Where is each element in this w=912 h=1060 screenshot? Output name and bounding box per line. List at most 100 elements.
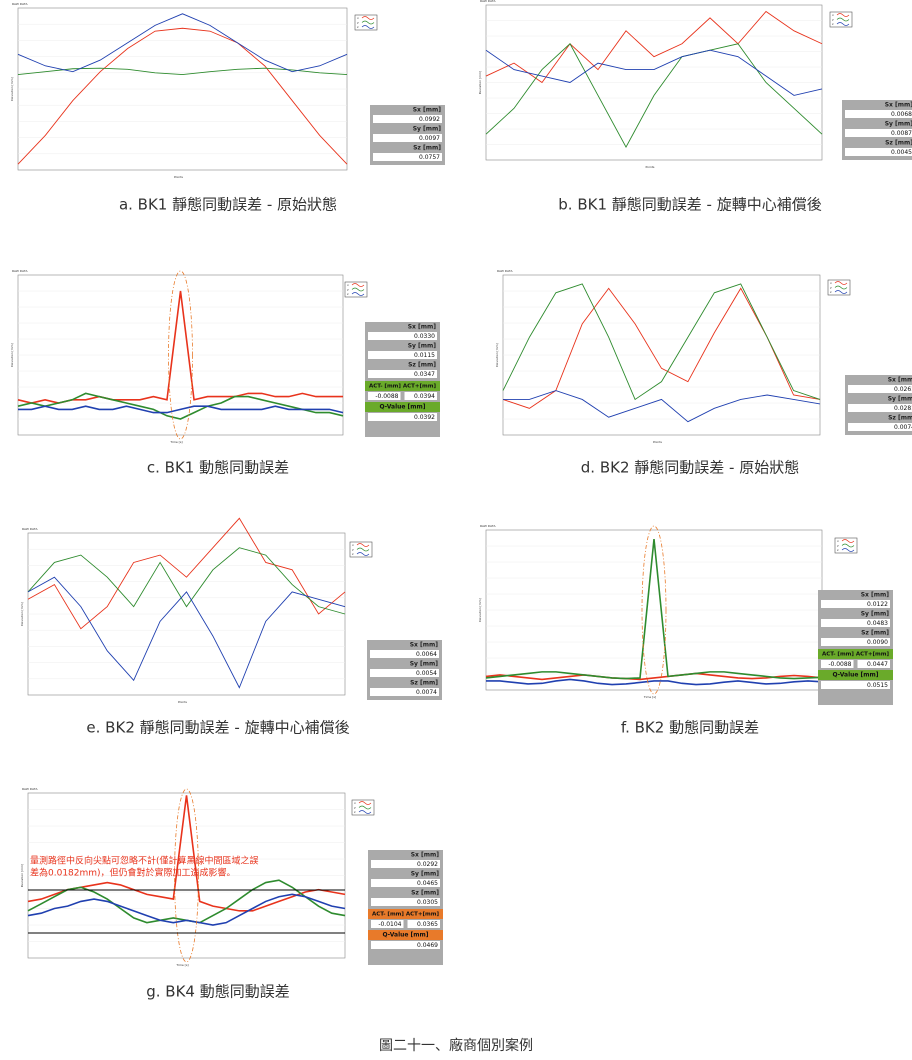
stat-value-box (370, 669, 439, 677)
stat-value-box (845, 110, 912, 118)
legend-swatch (836, 13, 850, 17)
series-line (485, 10, 823, 84)
stat-value: 0.0330 (414, 333, 435, 340)
stat-value: 0.0281 (894, 405, 912, 412)
x-axis-title: Time [s] (175, 963, 188, 967)
series-line (17, 27, 348, 165)
stat-value: 0.0122 (867, 601, 888, 608)
series-line (17, 392, 344, 420)
stat-label: Sy [mm] (861, 611, 890, 618)
q-value: 0.0515 (867, 682, 888, 689)
legend-swatch (356, 543, 370, 547)
legend-swatch (356, 547, 370, 552)
series-line (485, 538, 823, 680)
highlight-ellipse (168, 270, 193, 440)
stat-value-box (848, 385, 912, 393)
legend-box (344, 281, 368, 298)
stat-label: Sy [mm] (413, 126, 442, 133)
y-axis-title: Deviation [mm] (10, 77, 14, 101)
legend-swatch (841, 539, 855, 543)
stat-value-box (368, 332, 437, 340)
stat-value: 0.0068 (891, 111, 912, 118)
stat-label: Sx [mm] (411, 852, 440, 859)
legend-swatch (351, 292, 365, 296)
raw-title: RAW DATA (480, 0, 496, 3)
stat-label: Sy [mm] (411, 871, 440, 878)
stat-value: 0.0992 (419, 116, 440, 123)
panel: RAW DATA Deviation [mm] Points xyz Sx [mm] 0.… (478, 0, 912, 214)
raw-title: RAW DATA (497, 269, 513, 273)
act-header (365, 381, 440, 391)
q-value-box (368, 413, 437, 421)
stat-value-box (371, 898, 440, 906)
legend-label: z (832, 22, 834, 26)
series-line (27, 893, 346, 926)
legend-swatch (361, 25, 375, 29)
legend-swatch (834, 285, 848, 290)
figure-caption: 圖二十一、廠商個別案例 (379, 1037, 533, 1054)
panel-caption: b. BK1 靜態同動誤差 - 旋轉中心補償後 (558, 196, 821, 214)
legend-label: x (357, 16, 359, 20)
panel-caption: a. BK1 靜態同動誤差 - 原始狀態 (119, 196, 337, 214)
legend-label: x (832, 13, 834, 17)
panel: RAW DATA Deviation [mm] Time [s] 量測路徑中反向尖點可… (20, 787, 443, 1001)
legend-swatch (834, 281, 848, 285)
stat-value-box (821, 619, 890, 627)
legend-swatch (361, 16, 375, 20)
legend-label: z (347, 292, 349, 296)
stat-label: Sy [mm] (408, 343, 437, 350)
act-minus: -0.0088 (375, 393, 398, 400)
legend-box (834, 537, 858, 554)
stat-value: 0.0261 (894, 386, 912, 393)
act-plus-box (857, 660, 890, 668)
panel: RAW DATA Deviation [mm] Points xyz Sx [mm] 0.… (495, 269, 912, 477)
stat-value-box (845, 148, 912, 156)
legend-box (827, 279, 851, 296)
stat-label: Sz [mm] (885, 140, 912, 147)
stat-label: Sz [mm] (411, 890, 439, 897)
x-axis-title: Time [s] (643, 695, 656, 699)
x-axis-title: Points (653, 440, 662, 444)
x-axis-title: Points (645, 165, 654, 169)
y-axis-title: Deviation [mm] (10, 343, 14, 367)
q-header (368, 930, 443, 940)
stat-value-box (370, 650, 439, 658)
act-label: ACT- [mm] ACT+[mm] (822, 652, 889, 658)
y-axis-title: Deviation [mm] (20, 864, 24, 888)
highlight-ellipse (641, 525, 667, 695)
legend-label: y (354, 806, 356, 810)
stat-value-box (370, 688, 439, 696)
act-minus-box (368, 392, 401, 400)
stat-label: Sx [mm] (413, 107, 442, 114)
legend-swatch (356, 552, 370, 556)
legend-label: x (830, 281, 832, 285)
stat-value: 0.0347 (414, 371, 435, 378)
q-value-box (821, 681, 890, 689)
stat-value: 0.0064 (416, 651, 437, 658)
y-axis-title: Deviation [mm] (478, 71, 482, 95)
act-label: ACT- [mm] ACT+[mm] (369, 384, 436, 390)
stat-label: Sz [mm] (413, 145, 441, 152)
act-plus-box (404, 392, 437, 400)
stat-value-box (373, 153, 442, 161)
series-line (503, 390, 821, 423)
legend-swatch (351, 283, 365, 287)
stat-value: 0.0054 (416, 670, 437, 677)
stat-value: 0.0305 (417, 899, 438, 906)
stat-label: Sz [mm] (861, 630, 889, 637)
x-axis-title: Points (174, 175, 183, 179)
legend-swatch (841, 548, 855, 552)
act-minus: -0.0088 (828, 661, 851, 668)
annotation: 量測路徑中反向尖點可忽略不計(僅計算黑線中間區域之誤 (30, 855, 259, 867)
legend-swatch (834, 290, 848, 294)
legend-label: z (357, 25, 359, 29)
panel-caption: g. BK4 動態同動誤差 (146, 983, 290, 1001)
series-line (17, 13, 348, 73)
stat-label: Sx [mm] (888, 377, 912, 384)
stat-label: Sz [mm] (408, 362, 436, 369)
highlight-ellipse (174, 788, 199, 963)
legend-swatch (358, 805, 372, 810)
stat-value: 0.0074 (894, 424, 912, 431)
stat-label: Sy [mm] (888, 396, 912, 403)
raw-title: RAW DATA (12, 269, 28, 273)
